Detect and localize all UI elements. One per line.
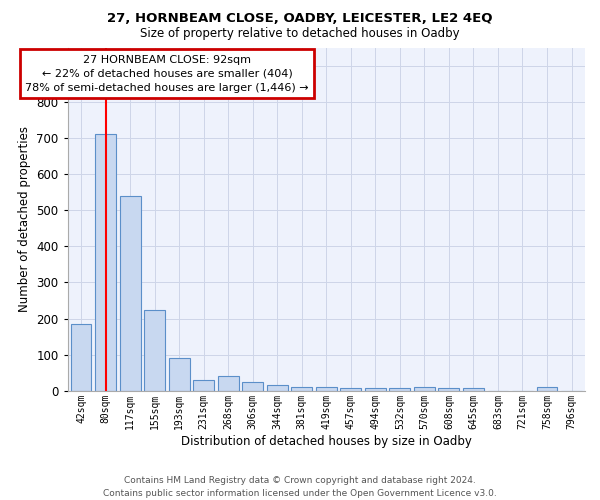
Text: Contains HM Land Registry data © Crown copyright and database right 2024.
Contai: Contains HM Land Registry data © Crown c… bbox=[103, 476, 497, 498]
Bar bbox=[463, 388, 484, 391]
Bar bbox=[71, 324, 91, 391]
Text: 27, HORNBEAM CLOSE, OADBY, LEICESTER, LE2 4EQ: 27, HORNBEAM CLOSE, OADBY, LEICESTER, LE… bbox=[107, 12, 493, 26]
Bar bbox=[193, 380, 214, 391]
Bar bbox=[439, 388, 460, 391]
Bar bbox=[169, 358, 190, 391]
Bar bbox=[242, 382, 263, 391]
Bar bbox=[389, 388, 410, 391]
Y-axis label: Number of detached properties: Number of detached properties bbox=[18, 126, 31, 312]
Bar bbox=[95, 134, 116, 391]
Bar bbox=[267, 386, 287, 391]
Bar bbox=[144, 310, 165, 391]
Bar bbox=[340, 388, 361, 391]
Bar bbox=[365, 388, 386, 391]
Bar bbox=[119, 196, 140, 391]
Bar bbox=[414, 386, 435, 391]
X-axis label: Distribution of detached houses by size in Oadby: Distribution of detached houses by size … bbox=[181, 434, 472, 448]
Bar bbox=[218, 376, 239, 391]
Bar bbox=[536, 388, 557, 391]
Text: 27 HORNBEAM CLOSE: 92sqm
← 22% of detached houses are smaller (404)
78% of semi-: 27 HORNBEAM CLOSE: 92sqm ← 22% of detach… bbox=[25, 54, 308, 92]
Bar bbox=[292, 386, 312, 391]
Text: Size of property relative to detached houses in Oadby: Size of property relative to detached ho… bbox=[140, 28, 460, 40]
Bar bbox=[316, 386, 337, 391]
